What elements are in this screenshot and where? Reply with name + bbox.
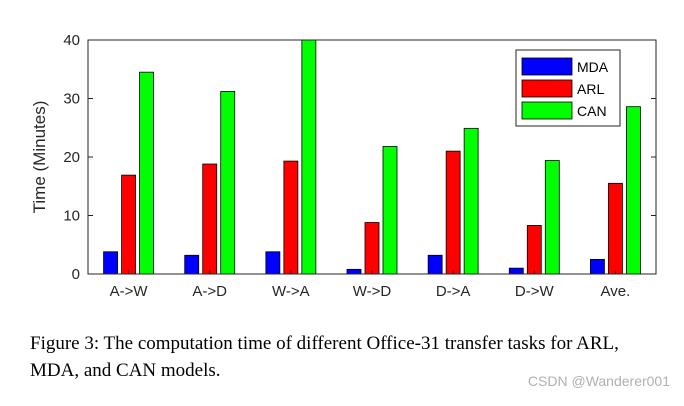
figure-caption: Figure 3: The computation time of differ… xyxy=(30,333,619,381)
legend-swatch-can xyxy=(521,101,573,120)
bar-mda-1 xyxy=(184,254,200,275)
legend: MDA ARL CAN xyxy=(515,49,621,127)
legend-label-arl: ARL xyxy=(577,81,604,97)
bar-arl-4 xyxy=(445,150,461,275)
x-tick-label: A->D xyxy=(192,283,227,300)
x-tick-label: D->A xyxy=(436,283,471,300)
x-tick-label: Ave. xyxy=(601,283,631,300)
plot-frame xyxy=(87,39,657,275)
legend-label-mda: MDA xyxy=(577,59,609,75)
x-tick-label: W->A xyxy=(272,283,310,300)
bar-can-5 xyxy=(544,160,560,275)
bar-mda-4 xyxy=(427,254,443,275)
bar-arl-2 xyxy=(283,160,299,275)
bar-arl-1 xyxy=(202,163,218,275)
bars-group xyxy=(103,39,641,275)
y-tick-label: 0 xyxy=(72,266,80,283)
y-tick-label: 20 xyxy=(63,149,80,166)
bar-mda-5 xyxy=(508,267,524,275)
x-tick-label: W->D xyxy=(353,283,392,300)
legend-label-can: CAN xyxy=(577,103,607,119)
bar-mda-3 xyxy=(346,268,362,275)
bar-arl-6 xyxy=(608,182,623,275)
bar-can-6 xyxy=(626,106,641,275)
legend-swatch-mda xyxy=(521,57,573,76)
y-axis-label: Time (Minutes) xyxy=(30,101,49,214)
axes-group: A->W A->D W->A W->D D->A D->W Ave. 0 10 20 30 40 xyxy=(63,32,657,300)
y-tick-label: 40 xyxy=(63,32,80,49)
bar-mda-6 xyxy=(590,258,605,275)
watermark: CSDN @Wanderer001 xyxy=(527,373,670,389)
bar-can-1 xyxy=(220,91,236,275)
bar-chart: A->W A->D W->A W->D D->A D->W Ave. 0 10 20 30 40 Ti… xyxy=(30,32,657,300)
x-tick-label: D->W xyxy=(515,283,555,300)
bar-can-2 xyxy=(301,39,317,275)
bar-can-4 xyxy=(463,127,479,275)
y-tick-label: 10 xyxy=(63,208,80,225)
bar-arl-0 xyxy=(121,174,136,275)
y-tick-label: 30 xyxy=(63,91,80,108)
legend-swatch-arl xyxy=(521,79,573,98)
bar-mda-2 xyxy=(265,251,281,275)
bar-arl-3 xyxy=(364,222,380,275)
bar-arl-5 xyxy=(526,225,542,275)
bar-can-0 xyxy=(139,71,154,275)
bar-can-3 xyxy=(382,146,398,275)
x-tick-label: A->W xyxy=(110,283,149,300)
bar-mda-0 xyxy=(103,251,118,275)
